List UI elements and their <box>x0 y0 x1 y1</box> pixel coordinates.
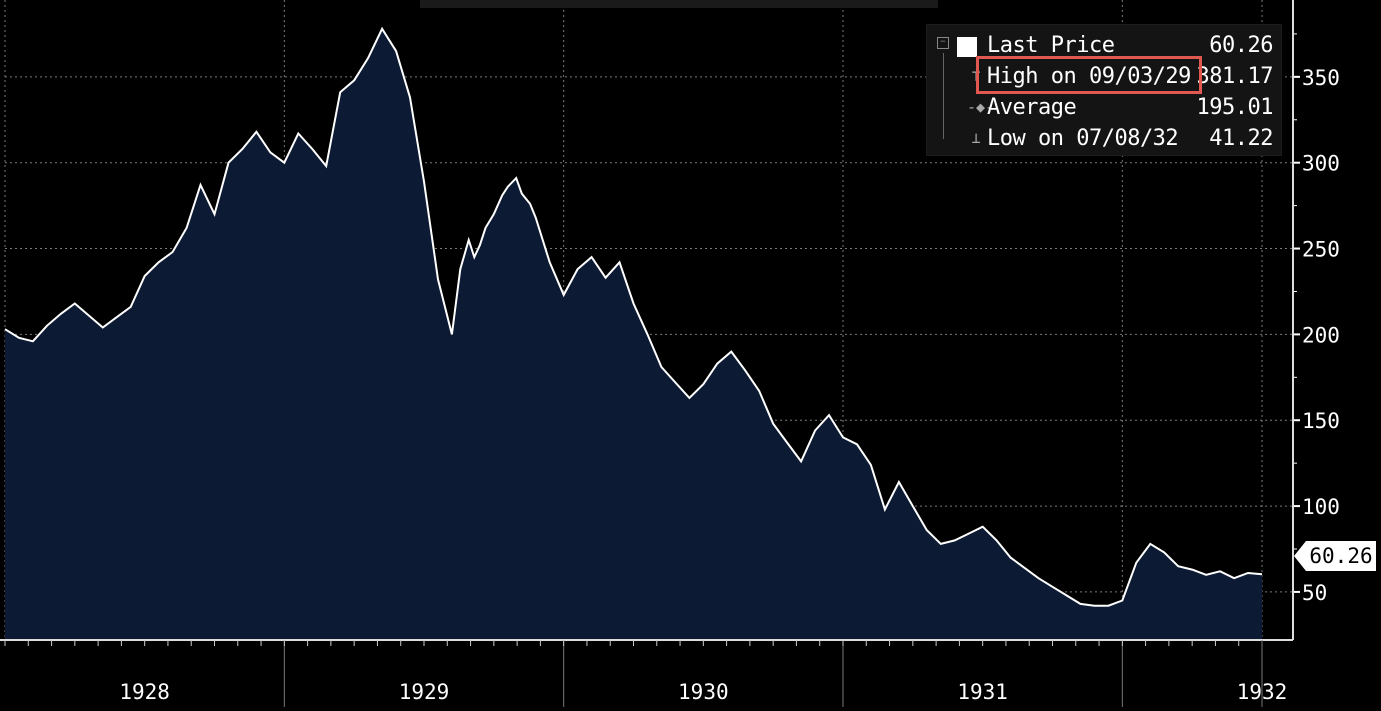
y-tick-label: 100 <box>1302 495 1340 519</box>
legend-value: 381.17 <box>1196 64 1274 89</box>
legend-value: 41.22 <box>1209 126 1273 151</box>
legend: − Last Price 60.26 ⊤ High on 09/03/29 38… <box>926 24 1282 156</box>
legend-label: Last Price <box>987 33 1115 58</box>
y-tick-label: 350 <box>1302 66 1340 90</box>
y-tick-label: 50 <box>1302 581 1327 605</box>
area-fill <box>5 28 1262 641</box>
y-tick-label: 300 <box>1302 152 1340 176</box>
legend-label: Average <box>987 95 1077 120</box>
y-tick-label: 200 <box>1302 323 1340 347</box>
collapse-toggle-icon[interactable]: − <box>937 37 949 49</box>
chart-toolbar-tabs[interactable] <box>420 0 938 8</box>
legend-tree-line <box>943 53 944 139</box>
square-swatch-icon <box>957 37 977 57</box>
legend-value: 60.26 <box>1209 33 1273 58</box>
x-tick-label: 1931 <box>957 680 1008 704</box>
x-tick-label: 1929 <box>399 680 450 704</box>
legend-value: 195.01 <box>1196 95 1274 120</box>
legend-item-high[interactable]: ⊤ High on 09/03/29 381.17 <box>927 60 1281 90</box>
y-tick-label: 150 <box>1302 409 1340 433</box>
x-tick-label: 1928 <box>119 680 170 704</box>
axes <box>0 0 1300 707</box>
legend-item-last-price[interactable]: Last Price 60.26 <box>927 29 1281 59</box>
average-marker-icon: -◆- <box>967 98 995 116</box>
series-line <box>4 26 1263 607</box>
tick-labels: 50 100 150 200 250 300 350 400 1928 1929 1930 1931 1… <box>119 0 1340 704</box>
legend-item-average[interactable]: -◆- Average 195.01 <box>927 91 1281 121</box>
legend-label: High on 09/03/29 <box>987 64 1191 89</box>
y-tick-label: 250 <box>1302 238 1340 262</box>
x-tick-label: 1932 <box>1237 680 1288 704</box>
legend-label: Low on 07/08/32 <box>987 126 1179 151</box>
last-price-tag: 60.26 <box>1294 541 1376 571</box>
low-marker-icon: ⊥ <box>971 129 981 147</box>
highlight-annotation-box <box>976 56 1202 94</box>
x-tick-label: 1930 <box>678 680 729 704</box>
legend-item-low[interactable]: ⊥ Low on 07/08/32 41.22 <box>927 122 1281 152</box>
y-tick-label: 400 <box>1302 0 1340 4</box>
